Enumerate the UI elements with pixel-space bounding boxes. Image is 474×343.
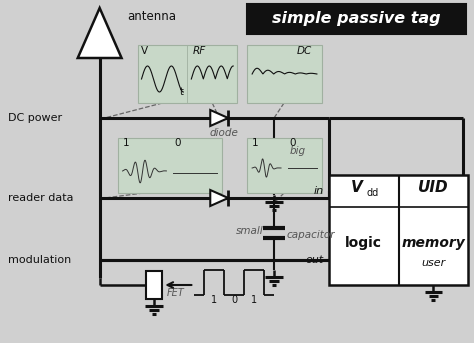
Bar <box>247 138 322 193</box>
Polygon shape <box>210 190 228 206</box>
Text: 0: 0 <box>174 138 181 148</box>
Text: RF: RF <box>192 46 206 56</box>
Text: V: V <box>351 180 363 196</box>
Bar <box>247 45 322 103</box>
Text: dd: dd <box>367 188 379 198</box>
Text: reader data: reader data <box>8 193 73 203</box>
Bar <box>118 138 222 193</box>
Text: 1: 1 <box>251 295 257 305</box>
Text: V: V <box>140 46 147 56</box>
Text: capacitor: capacitor <box>287 230 336 240</box>
Text: 1: 1 <box>123 138 129 148</box>
Text: 1: 1 <box>252 138 259 148</box>
Bar <box>329 175 468 285</box>
Text: DC: DC <box>297 46 312 56</box>
Bar <box>247 4 466 34</box>
Text: FET: FET <box>166 288 184 298</box>
Text: 0: 0 <box>289 138 295 148</box>
Text: diode: diode <box>209 128 238 138</box>
Polygon shape <box>78 8 121 58</box>
Text: memory: memory <box>401 236 465 250</box>
Text: modulation: modulation <box>8 255 71 265</box>
Polygon shape <box>210 110 228 126</box>
Text: in: in <box>314 186 324 196</box>
Text: logic: logic <box>345 236 382 250</box>
Bar <box>146 271 163 299</box>
Text: small: small <box>236 226 264 236</box>
Text: out: out <box>306 255 324 265</box>
Text: simple passive tag: simple passive tag <box>273 12 441 26</box>
Text: user: user <box>421 258 446 268</box>
Text: antenna: antenna <box>128 10 176 23</box>
Text: 1: 1 <box>211 295 217 305</box>
Text: t: t <box>179 87 183 97</box>
Text: UID: UID <box>418 180 449 196</box>
Text: DC power: DC power <box>8 113 62 123</box>
Bar <box>137 45 237 103</box>
Text: 0: 0 <box>231 295 237 305</box>
Text: big: big <box>290 146 306 156</box>
